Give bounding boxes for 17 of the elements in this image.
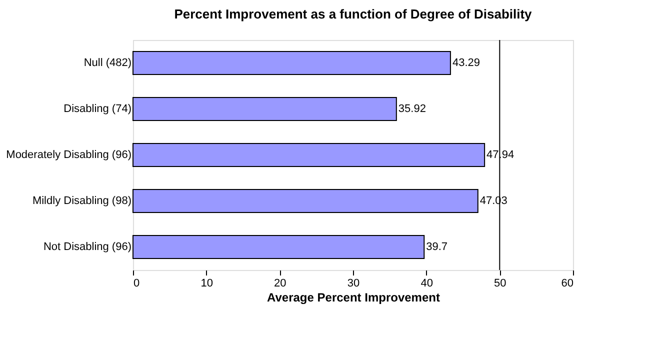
x-tick-label: 40 <box>420 278 433 290</box>
data-label: 43.29 <box>452 57 480 69</box>
y-tick-label: Moderately Disabling (96) <box>6 149 132 161</box>
x-tick-label: 20 <box>274 278 286 290</box>
y-tick-label: Null (482) <box>84 57 132 69</box>
y-tick-label: Disabling (74) <box>64 103 132 115</box>
chart-title: Percent Improvement as a function of Degree of Disability <box>174 6 533 22</box>
y-tick-label: Mildly Disabling (98) <box>32 195 132 207</box>
x-tick-label: 30 <box>347 278 360 290</box>
data-label: 39.7 <box>426 241 448 253</box>
x-tick-label: 10 <box>200 278 213 290</box>
x-tick-label: 60 <box>561 278 574 290</box>
x-tick-label: 0 <box>134 278 140 290</box>
data-label: 35.92 <box>398 103 426 115</box>
x-tick-label: 50 <box>494 278 506 290</box>
x-axis-title: Average Percent Improvement <box>267 290 440 304</box>
y-tick-label: Not Disabling (96) <box>43 241 132 253</box>
